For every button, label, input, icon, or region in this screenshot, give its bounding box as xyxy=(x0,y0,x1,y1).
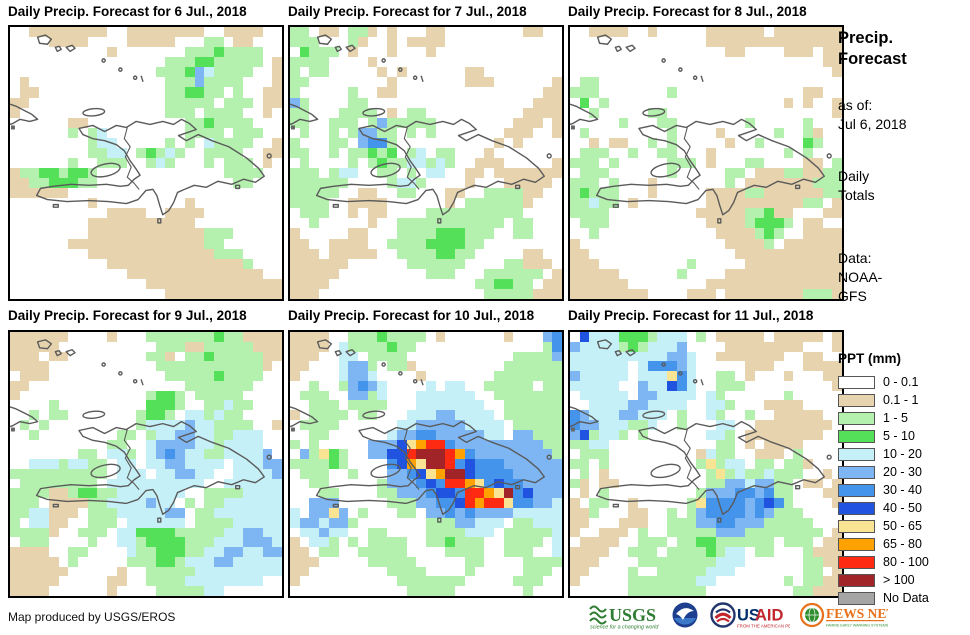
panel-title-jul6: Daily Precip. Forecast for 6 Jul., 2018 xyxy=(8,4,247,19)
usaid-wordmark-us: US xyxy=(737,607,760,625)
legend-entry: 30 - 40 xyxy=(838,481,968,499)
legend-entry: 40 - 50 xyxy=(838,499,968,517)
legend-swatch xyxy=(838,429,875,443)
map-panel-jul9 xyxy=(8,330,284,598)
fewsnet-tagline: FAMINE EARLY WARNING SYSTEMS NETWORK xyxy=(826,624,888,628)
legend-swatch xyxy=(838,483,875,497)
legend-entry: > 100 xyxy=(838,571,968,589)
legend-title: PPT (mm) xyxy=(838,351,902,366)
legend-label: 10 - 20 xyxy=(883,447,922,461)
coastline-overlay xyxy=(290,339,552,523)
legend-label: > 100 xyxy=(883,573,915,587)
usaid-tagline: FROM THE AMERICAN PEOPLE xyxy=(737,624,790,629)
legend-label: 5 - 10 xyxy=(883,429,915,443)
noaa-gull-icon xyxy=(676,608,694,620)
legend-entry: 5 - 10 xyxy=(838,427,968,445)
fewsnet-globe-icon xyxy=(800,602,825,628)
precip-grid xyxy=(570,332,842,596)
map-panel-jul7 xyxy=(288,25,564,301)
panel-title-jul10: Daily Precip. Forecast for 10 Jul., 2018 xyxy=(288,308,535,323)
legend-label: 50 - 65 xyxy=(883,519,922,533)
legend-swatch xyxy=(838,375,875,389)
legend-entry: No Data xyxy=(838,589,968,607)
map-panel-jul11 xyxy=(568,330,844,598)
legend-label: 0.1 - 1 xyxy=(883,393,919,407)
legend-entry: 10 - 20 xyxy=(838,445,968,463)
data-label: Data: xyxy=(838,250,872,266)
panel-title-jul9: Daily Precip. Forecast for 9 Jul., 2018 xyxy=(8,308,247,323)
data-source-line1: NOAA- xyxy=(838,269,883,285)
map-panel-jul8 xyxy=(568,25,844,301)
legend-swatch xyxy=(838,519,875,533)
map-panel-jul10 xyxy=(288,330,564,598)
legend-label: 65 - 80 xyxy=(883,537,922,551)
legend-swatch xyxy=(838,573,875,587)
legend-label: 1 - 5 xyxy=(883,411,909,425)
precip-grid xyxy=(10,332,282,596)
sidebar-totals: Daily Totals xyxy=(838,167,875,205)
legend-entry: 50 - 65 xyxy=(838,517,968,535)
coastline-overlay xyxy=(570,339,832,523)
legend-swatch xyxy=(838,501,875,515)
sidebar-title: Precip. Forecast xyxy=(838,28,907,70)
legend-entry: 80 - 100 xyxy=(838,553,968,571)
usaid-wordmark-aid: AID xyxy=(755,607,784,625)
sidebar-title-line2: Forecast xyxy=(838,50,907,68)
coastline-overlay xyxy=(290,34,552,224)
precip-grid xyxy=(290,332,562,596)
legend-swatch xyxy=(838,555,875,569)
legend-swatch xyxy=(838,591,875,605)
legend-entry: 0 - 0.1 xyxy=(838,373,968,391)
legend-label: 0 - 0.1 xyxy=(883,375,919,389)
legend-label: No Data xyxy=(883,591,929,605)
usgs-logo: USGS science for a changing world xyxy=(589,605,659,631)
asof-label: as of: xyxy=(838,97,873,113)
legend-entry: 0.1 - 1 xyxy=(838,391,968,409)
legend-swatch xyxy=(838,447,875,461)
legend-entry: 20 - 30 xyxy=(838,463,968,481)
legend-label: 20 - 30 xyxy=(883,465,922,479)
legend-label: 30 - 40 xyxy=(883,483,922,497)
legend-list: 0 - 0.1 0.1 - 1 1 - 5 5 - 10 10 - 20 20 - 30 3… xyxy=(838,373,968,607)
legend-swatch xyxy=(838,411,875,425)
sidebar-title-line1: Precip. xyxy=(838,29,894,47)
legend-entry: 1 - 5 xyxy=(838,409,968,427)
coastline-overlay xyxy=(10,339,272,523)
legend-label: 40 - 50 xyxy=(883,501,922,515)
logo-strip: USGS science for a changing world US AID… xyxy=(588,598,888,632)
panel-title-jul8: Daily Precip. Forecast for 8 Jul., 2018 xyxy=(568,4,807,19)
panel-title-jul11: Daily Precip. Forecast for 11 Jul., 2018 xyxy=(568,308,814,323)
legend-swatch xyxy=(838,465,875,479)
totals-line2: Totals xyxy=(838,187,875,203)
map-credit: Map produced by USGS/EROS xyxy=(8,610,176,624)
usaid-logo: US AID FROM THE AMERICAN PEOPLE xyxy=(710,602,790,629)
legend-swatch xyxy=(838,537,875,551)
noaa-logo xyxy=(672,602,698,628)
precip-grid xyxy=(290,27,562,299)
sidebar-asof: as of: Jul 6, 2018 xyxy=(838,96,907,134)
sidebar: Precip. Forecast as of: Jul 6, 2018 Dail… xyxy=(838,0,968,635)
totals-line1: Daily xyxy=(838,168,870,184)
map-panel-jul6 xyxy=(8,25,284,301)
legend: PPT (mm) 0 - 0.1 0.1 - 1 1 - 5 5 - 10 10 - 2… xyxy=(838,351,968,607)
legend-label: 80 - 100 xyxy=(883,555,929,569)
usgs-tagline: science for a changing world xyxy=(590,625,659,631)
coastline-overlay xyxy=(570,34,832,224)
data-source-line2: GFS xyxy=(838,288,867,304)
legend-swatch xyxy=(838,393,875,407)
fewsnet-logo: FEWS NET FAMINE EARLY WARNING SYSTEMS NE… xyxy=(800,602,888,628)
usaid-emblem-icon xyxy=(710,602,736,628)
precip-grid xyxy=(570,27,842,299)
asof-date: Jul 6, 2018 xyxy=(838,116,907,132)
coastline-overlay xyxy=(10,34,272,224)
precip-grid xyxy=(10,27,282,299)
usgs-wordmark: USGS xyxy=(609,605,656,625)
fewsnet-wordmark: FEWS NET xyxy=(826,606,888,621)
usgs-wave-icon xyxy=(589,605,607,625)
legend-entry: 65 - 80 xyxy=(838,535,968,553)
panel-title-jul7: Daily Precip. Forecast for 7 Jul., 2018 xyxy=(288,4,527,19)
sidebar-data-source: Data: NOAA- GFS xyxy=(838,249,882,306)
